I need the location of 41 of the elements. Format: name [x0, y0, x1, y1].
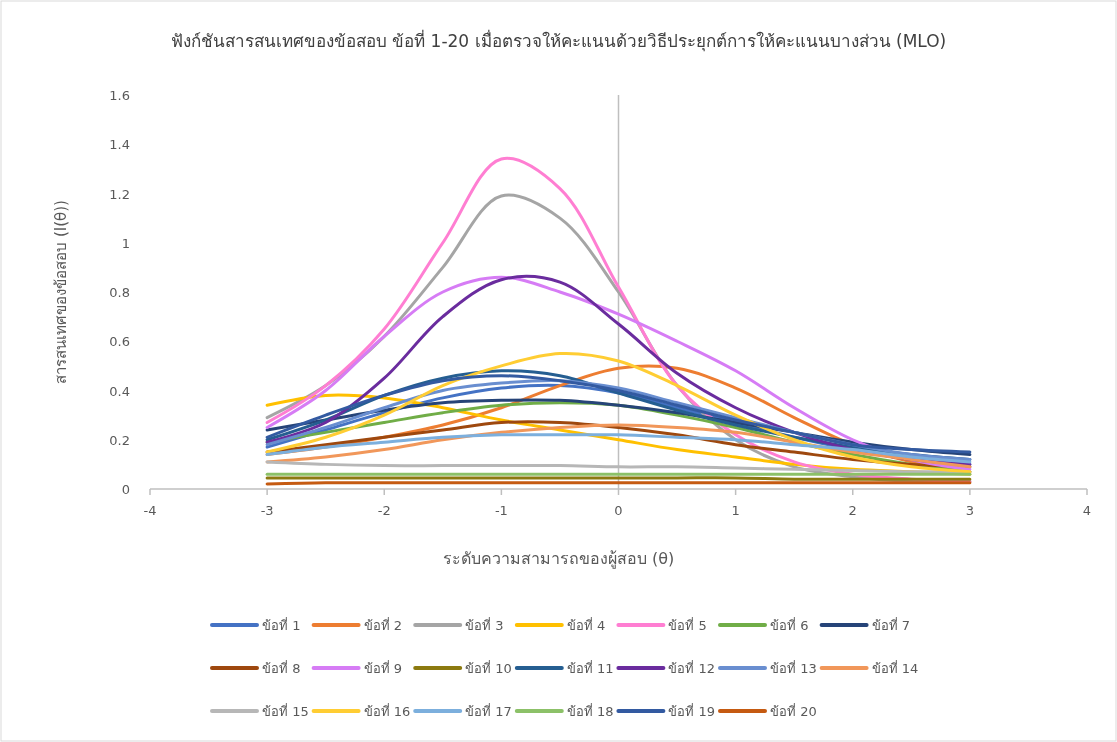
legend-label: ข้อที่ 16: [363, 703, 411, 719]
y-tick-label: 1.4: [109, 137, 130, 153]
legend-label: ข้อที่ 10: [465, 660, 512, 676]
legend-label: ข้อที่ 7: [871, 617, 911, 633]
legend-label: ข้อที่ 19: [668, 703, 716, 719]
x-tick-label: 3: [965, 503, 975, 518]
legend-label: ข้อที่ 17: [465, 703, 512, 719]
legend-label: ข้อที่ 4: [566, 617, 606, 633]
legend-label: ข้อที่ 12: [668, 660, 716, 676]
x-tick-label: 2: [848, 503, 857, 518]
legend-label: ข้อที่ 2: [363, 617, 403, 633]
y-tick-label: 0.8: [109, 285, 130, 300]
x-axis-title: ระดับความสามารถของผู้สอบ (θ): [442, 549, 675, 569]
legend-label: ข้อที่ 20: [770, 703, 817, 719]
y-tick-label: 0: [121, 482, 130, 497]
legend-label: ข้อที่ 9: [363, 660, 403, 676]
legend-label: ข้อที่ 1: [262, 617, 301, 633]
y-tick-label: 0.2: [109, 432, 130, 448]
x-tick-label: -1: [494, 503, 508, 518]
chart-title: ฟังก์ชันสารสนเทศของข้อสอบ ข้อที่ 1-20 เมื่อตรวจให้คะแนนด้วยวิธีประยุกต์การให้คะแนนบางส่วน (MLO): [170, 29, 947, 52]
x-tick-label: 4: [1082, 503, 1092, 518]
legend-label: ข้อที่ 11: [566, 660, 614, 676]
legend-label: ข้อที่ 6: [770, 617, 809, 633]
x-tick-label: -3: [260, 503, 274, 518]
legend-label: ข้อที่ 5: [668, 617, 707, 633]
x-tick-label: -4: [143, 503, 157, 518]
y-tick-label: 0.6: [109, 334, 130, 350]
legend-label: ข้อที่ 8: [262, 660, 301, 676]
y-tick-label: 1: [121, 235, 130, 251]
legend-label: ข้อที่ 18: [566, 703, 614, 719]
legend-label: ข้อที่ 3: [465, 617, 504, 633]
y-tick-label: 1.6: [109, 88, 130, 103]
legend-label: ข้อที่ 15: [262, 703, 309, 719]
y-axis-title: สารสนเทศของข้อสอบ (I(θ)): [52, 200, 70, 384]
legend-label: ข้อที่ 13: [770, 660, 817, 676]
y-tick-label: 1.2: [109, 186, 130, 202]
x-tick-label: -2: [377, 503, 391, 518]
y-tick-label: 0.4: [109, 383, 130, 399]
legend-label: ข้อที่ 14: [871, 660, 919, 676]
x-tick-label: 1: [731, 503, 740, 518]
x-tick-label: 0: [614, 503, 623, 518]
